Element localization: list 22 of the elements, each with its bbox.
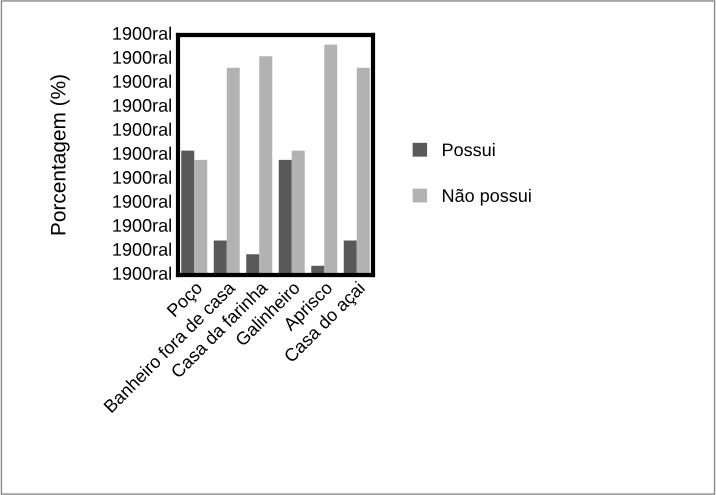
- bar: [214, 240, 227, 275]
- bar: [278, 160, 292, 275]
- text: 1900ral: [113, 194, 171, 208]
- text: 1900ral: [113, 266, 171, 280]
- legend-label: Não possui: [443, 188, 531, 206]
- bar: [324, 44, 338, 275]
- text: 1900ral: [113, 74, 171, 88]
- text: 1900ral: [113, 26, 171, 40]
- bar: [292, 150, 305, 275]
- text: 1900ral: [113, 170, 171, 184]
- text: 1900ral: [113, 122, 171, 136]
- text: 1900ral: [113, 50, 171, 64]
- text: 1900ral: [113, 218, 171, 232]
- bar: [259, 56, 272, 275]
- bar: [226, 68, 240, 275]
- text: 1900ral: [113, 98, 171, 112]
- bar: [194, 160, 208, 275]
- text: 1900ral: [113, 146, 171, 160]
- legend-label: Possui: [443, 142, 495, 156]
- text: 1900ral: [113, 242, 171, 256]
- y-axis-title: Porcentagem (%): [50, 75, 70, 234]
- bar: [344, 240, 357, 275]
